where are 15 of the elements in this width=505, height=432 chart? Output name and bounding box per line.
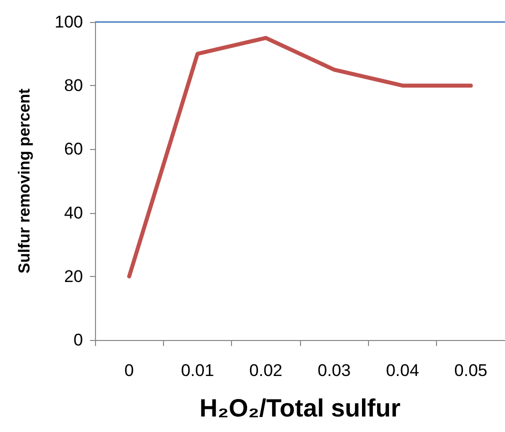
- y-tick-label: 20: [64, 266, 83, 286]
- y-tick-label: 60: [64, 140, 83, 159]
- y-axis-title: Sulfur removing percent: [16, 88, 34, 274]
- y-tick-label: 80: [64, 76, 83, 96]
- x-tick-label: 0.04: [386, 361, 420, 380]
- line-series: [127, 36, 473, 278]
- x-tick-label: 0.05: [454, 361, 488, 380]
- x-tick-label: 0.01: [180, 361, 214, 380]
- y-tick-label: 40: [64, 203, 83, 222]
- y-tick-label: 0: [74, 330, 83, 350]
- x-tick-label: 0: [124, 361, 134, 380]
- x-axis-title: H₂O₂/Total sulfur: [200, 394, 401, 422]
- y-tick-label: 100: [54, 12, 83, 32]
- x-tick-label: 0.03: [318, 361, 351, 380]
- x-tick-label: 0.02: [249, 361, 282, 380]
